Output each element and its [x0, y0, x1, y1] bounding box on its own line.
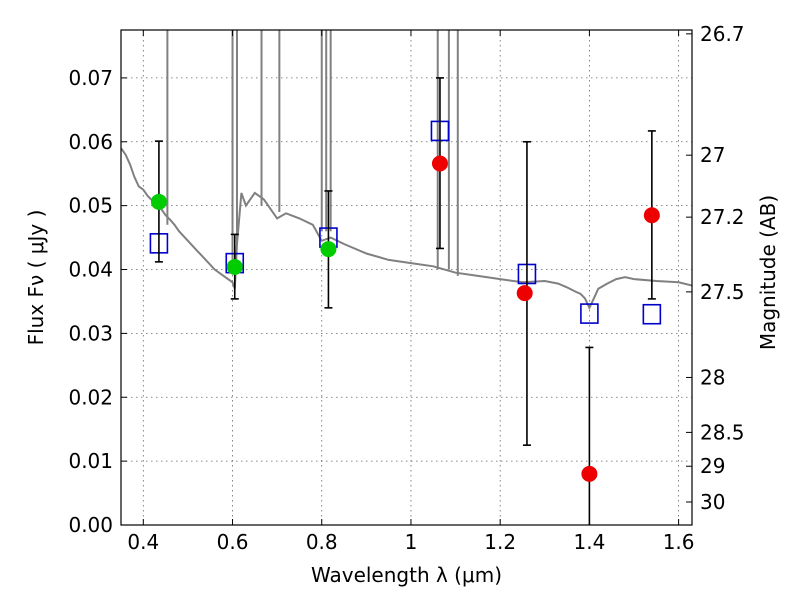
y-tick-label: 0.01 — [68, 449, 113, 473]
x-tick-label: 1.6 — [663, 530, 695, 554]
x-tick-label: 1.2 — [484, 530, 516, 554]
x-tick-label: 0.4 — [127, 530, 159, 554]
y-tick-label: 0.02 — [68, 385, 113, 409]
data-point — [150, 193, 167, 210]
y-tick-label: 0.04 — [68, 258, 113, 282]
model-square — [580, 303, 599, 324]
mag-tick-label: 27.2 — [700, 205, 745, 229]
y-axis-label-right: Magnitude (AB) — [756, 195, 780, 350]
plot-frame — [120, 29, 693, 526]
y-tick-label: 0.00 — [68, 513, 113, 537]
tick-layer: 0.4 0.6 0.8 1 1.2 1.4 1.6 0.00 0.01 0.02 0.03 0.04 0… — [68, 22, 744, 554]
x-axis-label: Wavelength λ (μm) — [311, 563, 502, 587]
x-tick-label: 1.4 — [573, 530, 605, 554]
plot-background — [121, 30, 692, 525]
x-tick-label: 1 — [405, 530, 418, 554]
data-point — [226, 258, 243, 275]
data-point — [516, 285, 533, 302]
mag-tick-label: 30 — [700, 490, 725, 514]
mag-tick-label: 28 — [700, 365, 725, 389]
data-point — [431, 155, 448, 172]
y-tick-label: 0.03 — [68, 321, 113, 345]
x-tick-label: 0.6 — [217, 530, 249, 554]
mag-tick-label: 27 — [700, 143, 725, 167]
mag-tick-label: 26.7 — [700, 22, 745, 46]
y-axis-label: Flux Fν ( μJy ) — [24, 210, 48, 346]
mag-tick-label: 28.5 — [700, 420, 745, 444]
y-tick-label: 0.05 — [68, 194, 113, 218]
y-tick-label: 0.06 — [68, 130, 113, 154]
x-tick-label: 0.8 — [306, 530, 338, 554]
mag-tick-label: 29 — [700, 454, 725, 478]
data-point — [643, 207, 660, 224]
mag-tick-label: 27.5 — [700, 280, 745, 304]
y-tick-label: 0.07 — [68, 66, 113, 90]
data-layer — [121, 30, 692, 525]
data-point — [320, 241, 337, 258]
model-square — [642, 303, 662, 325]
data-point — [581, 465, 598, 482]
